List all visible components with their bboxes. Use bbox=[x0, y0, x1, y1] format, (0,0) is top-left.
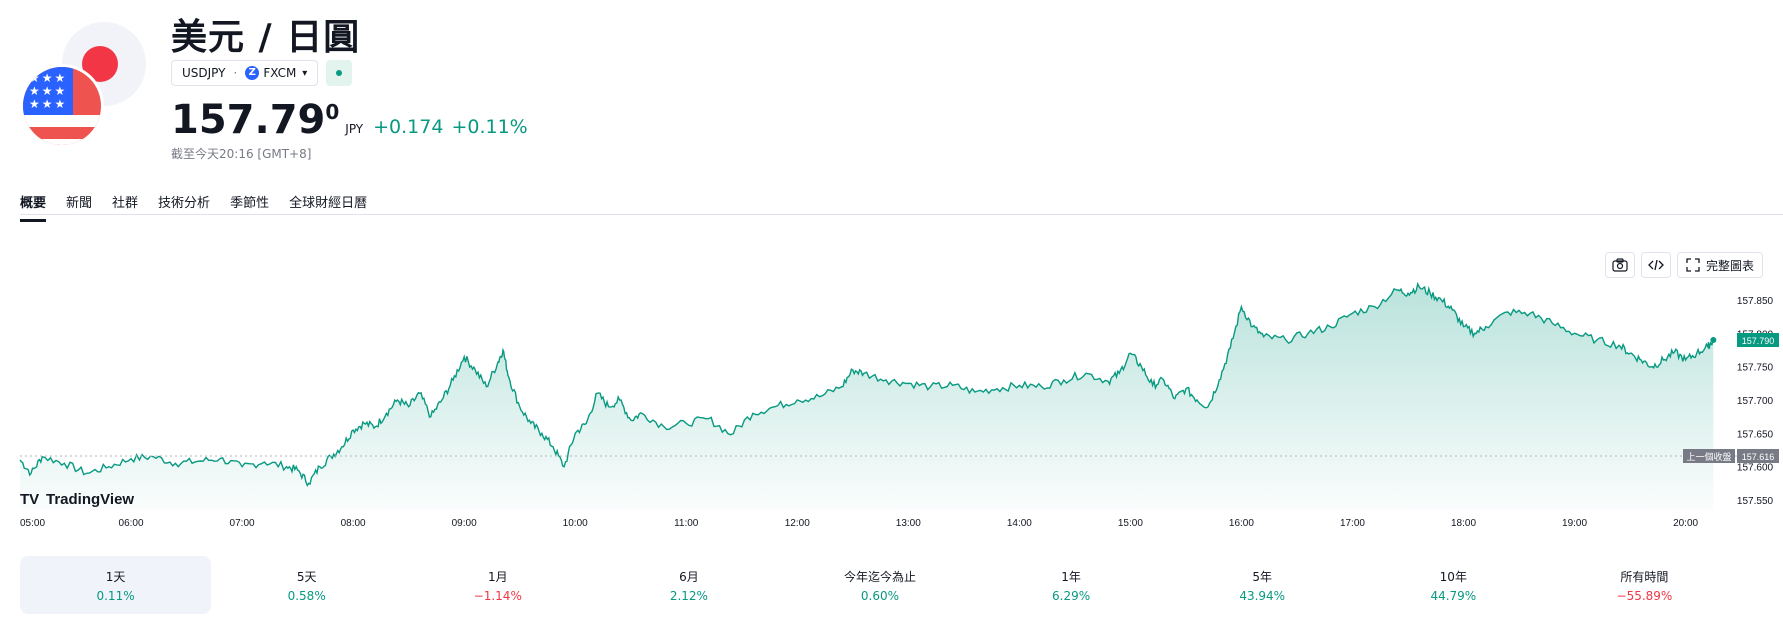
tab-news[interactable]: 新聞 bbox=[66, 196, 93, 211]
market-status-badge[interactable] bbox=[326, 60, 353, 86]
x-tick-label: 13:00 bbox=[896, 518, 921, 529]
price-change-percent: +0.11% bbox=[451, 116, 528, 138]
price-area-fill bbox=[20, 283, 1714, 510]
x-tick-label: 11:00 bbox=[674, 518, 699, 529]
y-tick-label: 157.850 bbox=[1737, 296, 1774, 307]
fullscreen-icon bbox=[1686, 258, 1700, 272]
period-value: 2.12% bbox=[669, 588, 708, 603]
price-change-absolute: +0.174 bbox=[373, 116, 444, 138]
previous-close-value-badge bbox=[1737, 449, 1779, 463]
market-open-dot-icon bbox=[336, 70, 343, 76]
period-value: 0.11% bbox=[96, 588, 135, 603]
code-icon bbox=[1648, 259, 1664, 271]
period-value: −1.14% bbox=[473, 588, 522, 603]
last-price-badge bbox=[1737, 333, 1779, 347]
separator: · bbox=[233, 66, 238, 80]
watermark-text: TradingView bbox=[46, 491, 134, 508]
previous-close-text: 上一個收盤 bbox=[1686, 451, 1731, 463]
period-1m[interactable]: 1月 −1.14% bbox=[402, 556, 593, 614]
tabs-divider bbox=[20, 214, 1783, 215]
period-label: 6月 bbox=[679, 569, 699, 584]
full-chart-label: 完整圖表 bbox=[1705, 258, 1754, 273]
previous-close-value: 157.616 bbox=[1742, 452, 1775, 462]
x-tick-label: 10:00 bbox=[563, 518, 588, 529]
period-value: 6.29% bbox=[1052, 588, 1091, 603]
y-tick-label: 157.750 bbox=[1737, 363, 1774, 374]
price-row: 157.79 0 JPY +0.174 +0.11% bbox=[171, 98, 536, 142]
performance-periods: 1天 0.11% 5天 0.58% 1月 −1.14% 6月 2.12% 今年迄今為止 0… bbox=[20, 556, 1740, 614]
x-tick-label: 06:00 bbox=[119, 518, 144, 529]
tab-overview[interactable]: 概要 bbox=[20, 188, 47, 222]
chart-toolbar: 完整圖表 bbox=[1604, 252, 1763, 278]
period-6m[interactable]: 6月 2.12% bbox=[593, 556, 784, 614]
x-tick-label: 18:00 bbox=[1451, 518, 1476, 529]
symbol-chips: USDJPY · Z FXCM ▾ bbox=[171, 60, 353, 86]
period-label: 5年 bbox=[1252, 569, 1273, 584]
period-label: 所有時間 bbox=[1620, 569, 1669, 584]
last-price-dot bbox=[1710, 337, 1717, 343]
period-5y[interactable]: 5年 43.94% bbox=[1167, 556, 1358, 614]
us-flag-icon: ★★★ ★★★ ★★★ bbox=[20, 64, 104, 148]
current-price: 157.79 bbox=[171, 97, 326, 143]
exchange-label: FXCM bbox=[263, 66, 297, 80]
x-tick-label: 09:00 bbox=[452, 518, 477, 529]
x-tick-label: 14:00 bbox=[1007, 518, 1032, 529]
period-value: 0.60% bbox=[860, 588, 900, 603]
period-value: 44.79% bbox=[1430, 588, 1477, 603]
section-tabs: 概要 新聞 社群 技術分析 季節性 全球財經日曆 bbox=[20, 188, 387, 222]
period-label: 5天 bbox=[296, 569, 317, 584]
tab-economic-calendar[interactable]: 全球財經日曆 bbox=[289, 196, 368, 211]
period-10y[interactable]: 10年 44.79% bbox=[1358, 556, 1549, 614]
x-tick-label: 05:00 bbox=[20, 518, 45, 529]
period-ytd[interactable]: 今年迄今為止 0.60% bbox=[784, 556, 975, 614]
x-tick-label: 17:00 bbox=[1340, 518, 1365, 529]
x-tick-label: 08:00 bbox=[341, 518, 366, 529]
period-label: 10年 bbox=[1439, 569, 1467, 584]
period-1d[interactable]: 1天 0.11% bbox=[20, 556, 212, 614]
exchange-logo-icon: Z bbox=[245, 66, 260, 80]
chevron-down-icon: ▾ bbox=[302, 67, 308, 79]
y-tick-label: 157.650 bbox=[1737, 429, 1774, 440]
last-price-value: 157.790 bbox=[1742, 336, 1775, 346]
previous-close-text-badge bbox=[1683, 449, 1735, 463]
period-label: 今年迄今為止 bbox=[843, 569, 916, 584]
tab-community[interactable]: 社群 bbox=[112, 196, 139, 211]
full-chart-button[interactable]: 完整圖表 bbox=[1676, 252, 1763, 278]
period-5d[interactable]: 5天 0.58% bbox=[211, 556, 402, 614]
currency-pair-flags: ★★★ ★★★ ★★★ bbox=[20, 20, 150, 150]
tab-seasonals[interactable]: 季節性 bbox=[230, 196, 270, 211]
price-currency: JPY bbox=[345, 122, 364, 136]
period-value: 0.58% bbox=[287, 588, 326, 603]
page-title: 美元 / 日圓 bbox=[171, 17, 361, 58]
x-tick-label: 12:00 bbox=[785, 518, 810, 529]
period-1y[interactable]: 1年 6.29% bbox=[976, 556, 1167, 614]
period-value: 43.94% bbox=[1239, 588, 1286, 603]
x-tick-label: 16:00 bbox=[1229, 518, 1254, 529]
tradingview-watermark: TV TradingView bbox=[20, 491, 134, 508]
price-line bbox=[19, 281, 1714, 488]
tab-technicals[interactable]: 技術分析 bbox=[158, 196, 211, 211]
svg-text:TV: TV bbox=[20, 491, 39, 508]
symbol-exchange-selector[interactable]: USDJPY · Z FXCM ▾ bbox=[171, 60, 319, 86]
camera-icon bbox=[1612, 258, 1628, 272]
symbol-label: USDJPY bbox=[182, 66, 226, 80]
y-tick-label: 157.700 bbox=[1737, 396, 1774, 407]
y-tick-label: 157.600 bbox=[1737, 463, 1774, 474]
snapshot-button[interactable] bbox=[1604, 252, 1635, 278]
period-label: 1月 bbox=[487, 569, 508, 584]
x-tick-label: 20:00 bbox=[1673, 518, 1698, 529]
period-all[interactable]: 所有時間 −55.89% bbox=[1549, 556, 1740, 614]
y-tick-label: 157.550 bbox=[1737, 496, 1774, 507]
period-label: 1天 bbox=[105, 569, 126, 584]
embed-button[interactable] bbox=[1640, 252, 1671, 278]
price-timestamp: 截至今天20:16 [GMT+8] bbox=[171, 147, 312, 161]
price-chart[interactable]: 157.550 157.600 157.650 157.700 157.750 157.8… bbox=[0, 280, 1783, 540]
period-value: −55.89% bbox=[1616, 588, 1673, 603]
x-tick-label: 15:00 bbox=[1118, 518, 1143, 529]
x-tick-label: 07:00 bbox=[230, 518, 255, 529]
price-superscript: 0 bbox=[325, 100, 340, 124]
x-tick-label: 19:00 bbox=[1562, 518, 1587, 529]
period-label: 1年 bbox=[1061, 569, 1081, 584]
